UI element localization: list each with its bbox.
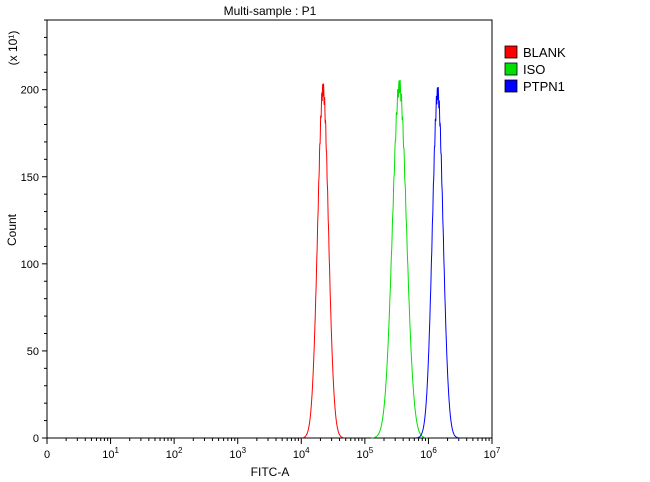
y-tick-label: 200 <box>21 85 39 97</box>
legend-label-ptpn1: PTPN1 <box>523 79 565 94</box>
y-tick-label: 50 <box>27 346 39 358</box>
series-iso-line <box>371 79 428 439</box>
series-ptpn1-line <box>416 86 460 439</box>
y-axis-ticks: 0 50 100 150 200 <box>21 19 47 445</box>
y-tick-label: 100 <box>21 259 39 271</box>
legend-swatch-blank <box>504 45 518 59</box>
x-tick-label: 107 <box>484 446 501 461</box>
legend-swatch-iso <box>504 62 518 76</box>
legend-label-blank: BLANK <box>523 45 566 60</box>
y-axis-label: Count <box>5 213 19 246</box>
legend: BLANK ISO PTPN1 <box>504 45 566 94</box>
x-axis-label: FITC-A <box>251 465 290 479</box>
x-tick-label: 106 <box>420 446 437 461</box>
legend-label-iso: ISO <box>523 62 545 77</box>
y-tick-label: 0 <box>33 433 39 445</box>
y-tick-label: 150 <box>21 172 39 184</box>
x-tick-label: 0 <box>44 449 50 461</box>
x-tick-label: 104 <box>293 446 310 461</box>
chart-title: Multi-sample : P1 <box>224 4 317 18</box>
series-blank-line <box>301 83 345 439</box>
legend-swatch-ptpn1 <box>504 79 518 93</box>
plot-frame <box>46 19 493 439</box>
x-tick-label: 103 <box>229 446 246 461</box>
x-tick-label: 105 <box>357 446 374 461</box>
series-layer <box>301 79 460 439</box>
x-tick-label: 102 <box>166 446 183 461</box>
x-axis-ticks: 0 101 102 103 104 105 106 107 <box>44 438 501 461</box>
x-tick-label: 101 <box>102 446 119 461</box>
y-multiplier-label: (x 10¹) <box>6 31 20 66</box>
